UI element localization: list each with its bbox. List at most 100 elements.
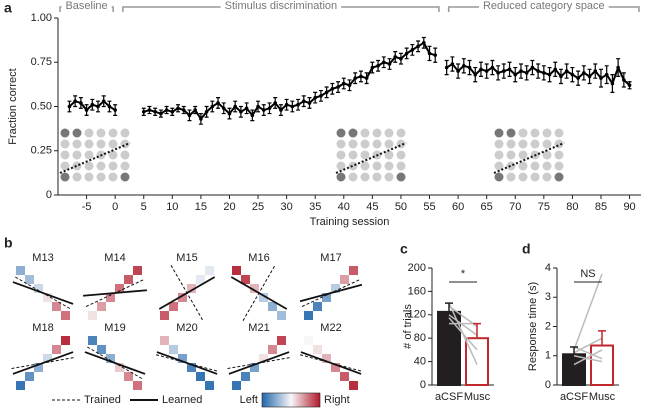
- schematic-dot: [348, 128, 358, 138]
- subject-line: [573, 355, 603, 363]
- heat-cell: [133, 266, 142, 275]
- mean-point: [479, 67, 483, 72]
- mean-point: [576, 76, 580, 80]
- schematic-dot: [494, 150, 504, 160]
- mean-point: [67, 104, 72, 109]
- schematic-dot: [506, 161, 516, 171]
- error-bar: [570, 346, 578, 355]
- heat-cell: [331, 363, 340, 372]
- schematic-dot: [396, 150, 406, 160]
- heat-cell: [34, 284, 43, 293]
- x-tick-label: 45: [366, 201, 378, 213]
- mean-point: [96, 104, 100, 109]
- y-tick-label: 1.00: [31, 12, 52, 24]
- mouse-label: M14: [104, 252, 125, 264]
- heat-cell: [160, 336, 169, 345]
- schematic-dot: [336, 139, 346, 149]
- mean-point: [153, 110, 157, 114]
- schematic-dot: [72, 161, 82, 171]
- schematic-dot: [372, 161, 382, 171]
- heat-cell: [259, 293, 268, 302]
- panel-label: c: [400, 241, 408, 257]
- y-tick-label: 160: [408, 285, 426, 297]
- heat-cell: [340, 372, 349, 381]
- mean-point: [381, 60, 386, 65]
- mouse-label: M16: [248, 252, 269, 264]
- heat-cell: [115, 284, 124, 293]
- mean-point: [444, 65, 449, 70]
- x-tick-label: 20: [223, 201, 235, 213]
- mean-point: [376, 63, 380, 68]
- schematic-dot: [96, 139, 106, 149]
- x-tick-label: 65: [481, 201, 493, 213]
- heat-cell: [97, 302, 106, 311]
- mean-point: [513, 72, 518, 77]
- phase-bracket: [447, 6, 640, 12]
- schematic-dot: [72, 172, 82, 182]
- x-tick-label: 10: [166, 201, 178, 213]
- mean-point: [324, 90, 329, 95]
- heat-cell: [250, 363, 259, 372]
- schematic-dot: [554, 139, 564, 149]
- mean-point: [553, 67, 558, 72]
- schematic-dot: [384, 139, 394, 149]
- heat-cell: [322, 293, 331, 302]
- heat-cell: [52, 302, 61, 311]
- schematic-dot: [120, 128, 130, 138]
- schematic-dot: [518, 161, 528, 171]
- legend-trained: Trained: [84, 394, 121, 406]
- mean-point: [141, 110, 146, 114]
- mean-point: [159, 111, 163, 116]
- schematic-dot: [360, 139, 370, 149]
- heat-cell: [178, 293, 187, 302]
- mean-point: [73, 99, 77, 103]
- x-tick-label: 40: [338, 201, 350, 213]
- heat-cell: [169, 302, 178, 311]
- mean-point: [627, 83, 632, 88]
- heat-cell: [25, 372, 34, 381]
- schematic-dot: [494, 128, 504, 138]
- heat-cell: [43, 354, 52, 363]
- heat-cell: [205, 381, 214, 390]
- mean-point: [147, 108, 152, 112]
- mouse-label: M17: [320, 252, 341, 264]
- mean-point: [290, 104, 295, 109]
- schematic-dot: [506, 139, 516, 149]
- schematic-dot: [506, 150, 516, 160]
- mean-point: [370, 65, 375, 70]
- learned-boundary: [228, 351, 290, 375]
- subject-line: [573, 346, 603, 360]
- heat-cell: [268, 345, 277, 354]
- mean-point: [456, 69, 460, 73]
- schematic-dot: [84, 139, 94, 149]
- heat-cell: [25, 275, 34, 284]
- heat-cell: [268, 302, 277, 311]
- mouse-label: M22: [320, 322, 341, 334]
- schematic-dot: [84, 172, 94, 182]
- subject-line: [448, 302, 478, 365]
- legend-learned: Learned: [162, 394, 202, 406]
- schematic-dot: [360, 128, 370, 138]
- significance-label: NS: [580, 268, 595, 280]
- mouse-label: M18: [32, 322, 53, 334]
- schematic-dot: [554, 172, 564, 182]
- y-tick-label: 0: [420, 379, 426, 391]
- heat-cell: [115, 363, 124, 372]
- mean-point: [604, 72, 609, 77]
- schematic-dot: [542, 172, 552, 182]
- y-tick-label: 200: [408, 262, 426, 274]
- mean-point: [490, 65, 495, 70]
- colorbar-max-label: Right: [324, 394, 350, 406]
- mean-point: [210, 104, 215, 109]
- mean-point: [393, 55, 398, 59]
- mean-point: [319, 94, 323, 98]
- schematic-dot: [60, 172, 70, 182]
- mean-point: [450, 62, 455, 66]
- y-tick-label: 40: [414, 356, 426, 368]
- schematic-dot: [396, 128, 406, 138]
- heat-cell: [43, 293, 52, 302]
- mean-point: [273, 101, 277, 105]
- phase-label: Baseline: [65, 0, 107, 12]
- mean-point: [187, 113, 192, 118]
- heat-cell: [313, 302, 322, 311]
